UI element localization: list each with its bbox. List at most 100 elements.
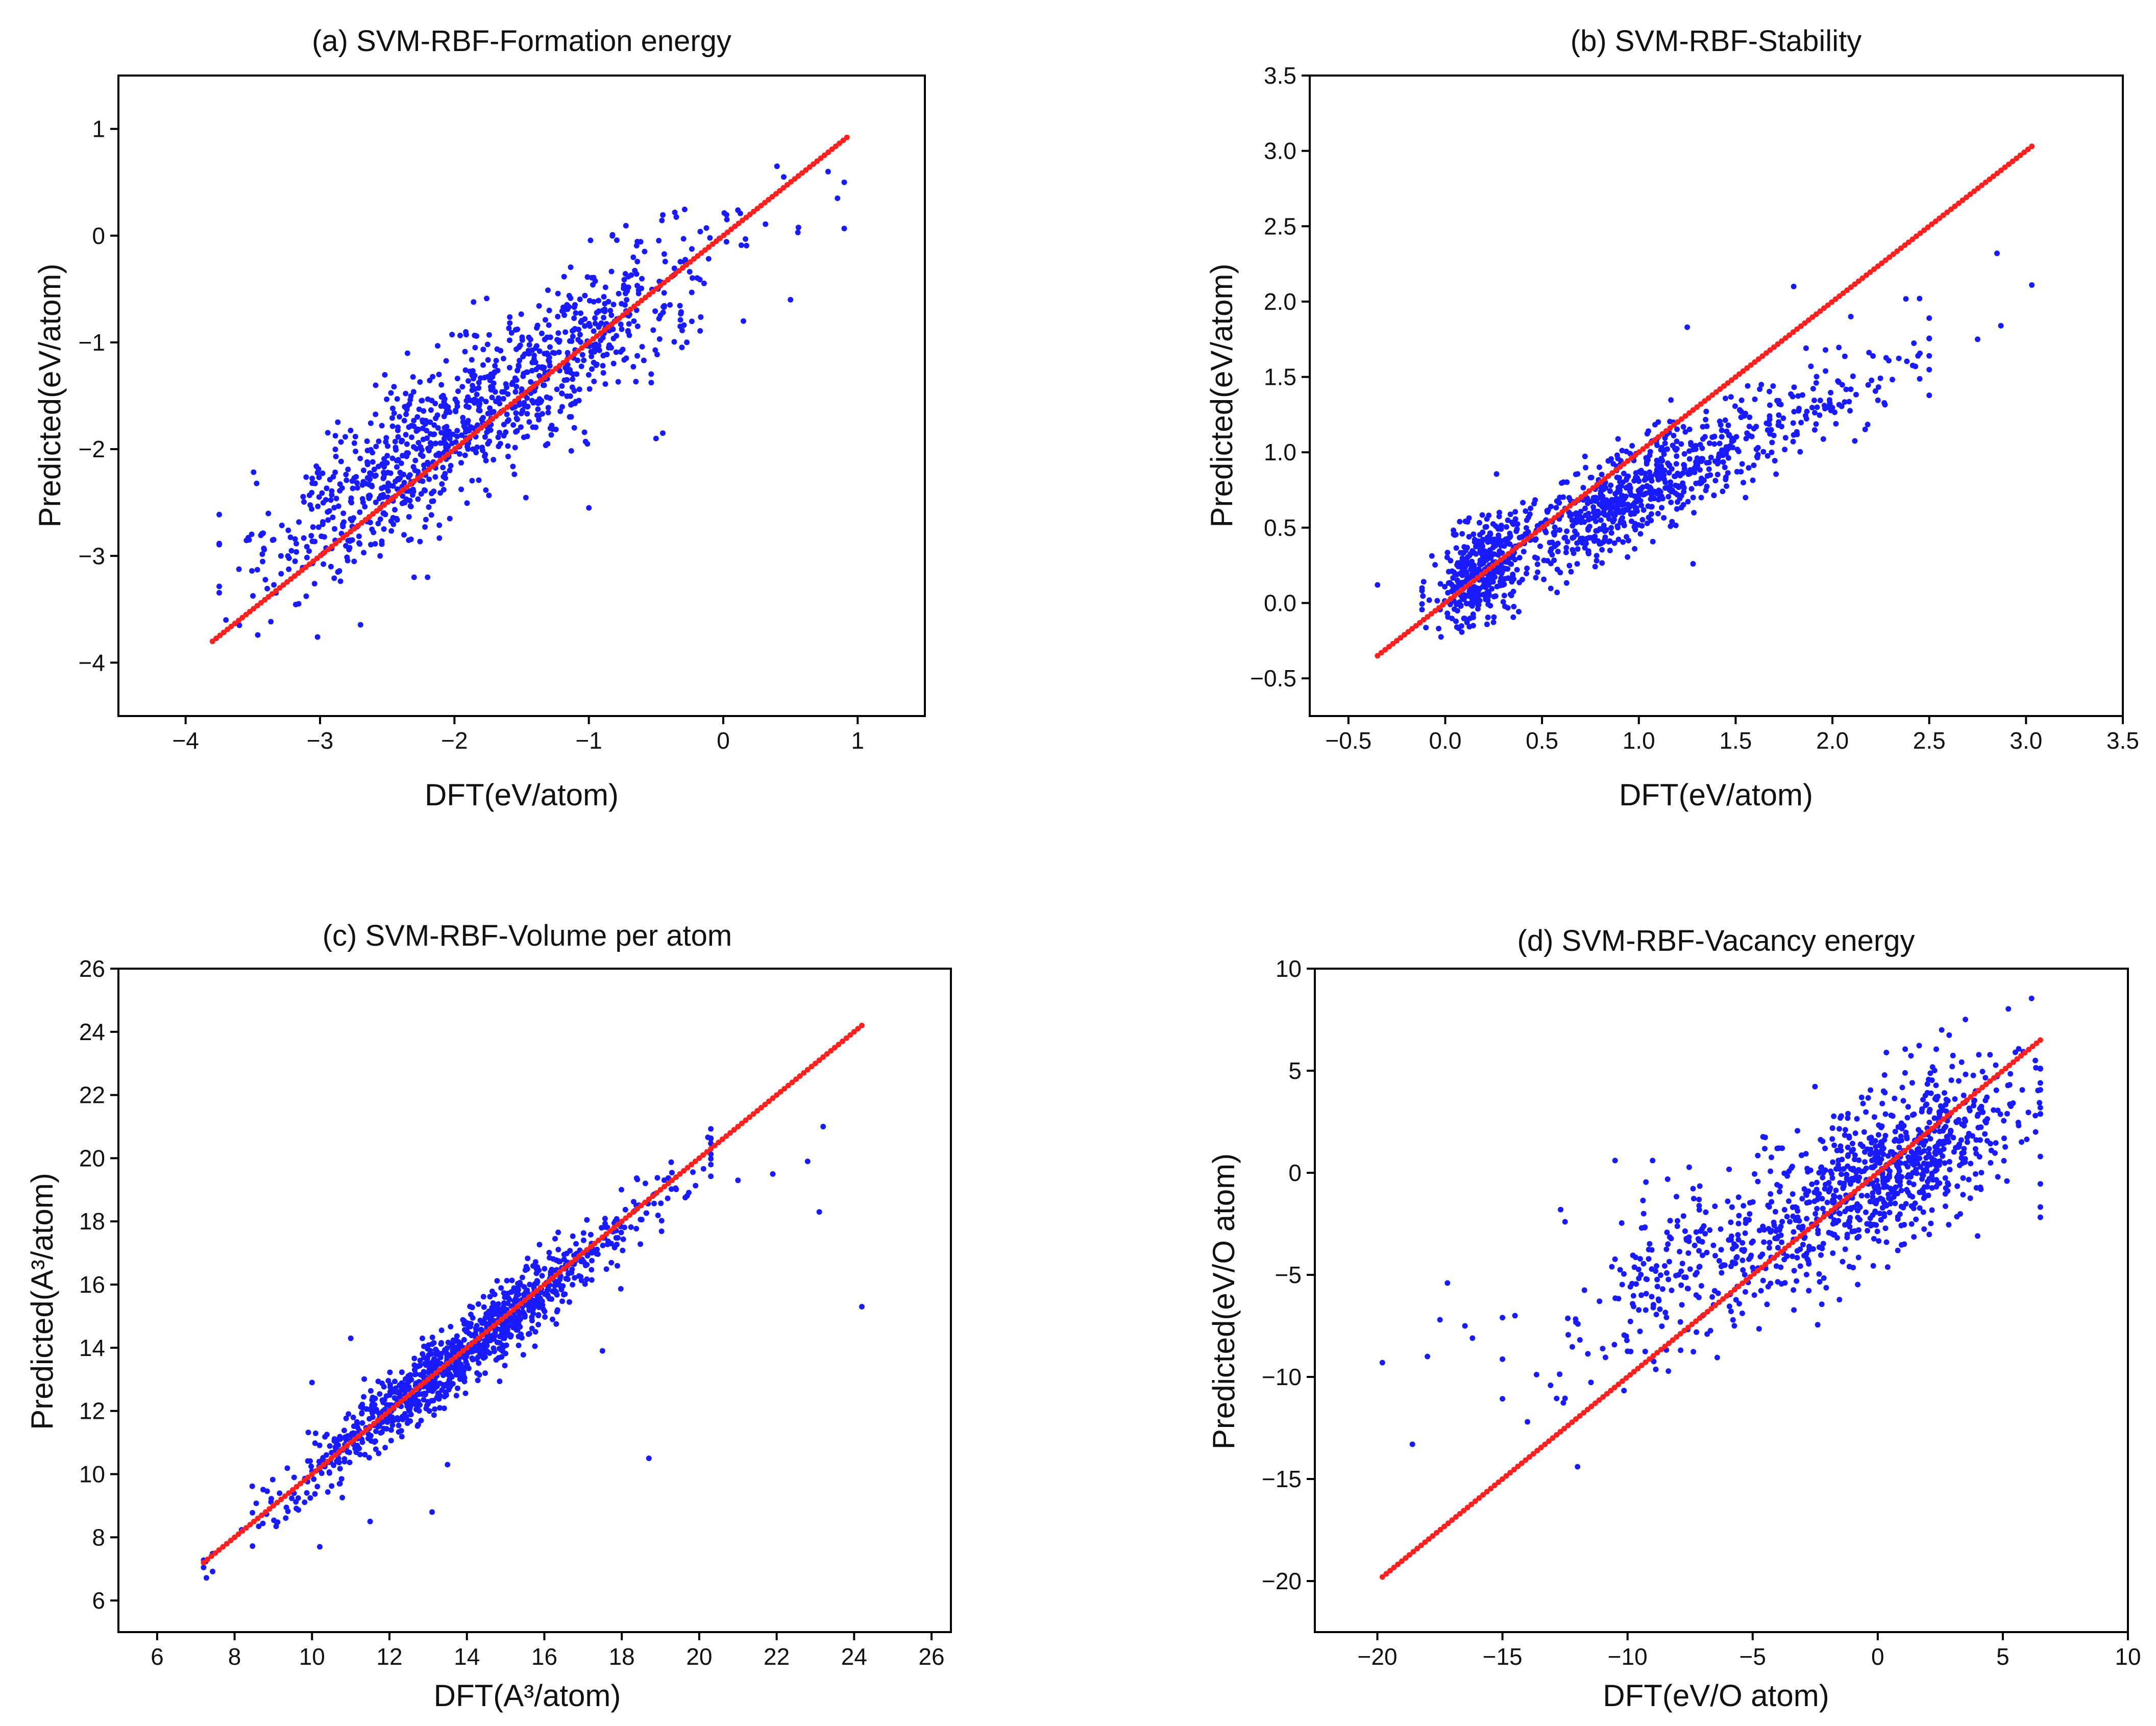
panel-a-data-point (457, 332, 463, 338)
panel-a-data-point (348, 428, 354, 433)
panel-b-ideal-point (1829, 299, 1835, 305)
panel-b-data-point (1692, 445, 1698, 451)
panel-b-data-point (1659, 474, 1665, 480)
panel-a-data-point (680, 236, 687, 242)
panel-c-ideal-point (704, 1149, 710, 1155)
panel-d-data-point (1663, 1314, 1670, 1320)
panel-c-data-point (396, 1422, 402, 1428)
panel-a-data-point (635, 287, 642, 293)
panel-a-data-point (484, 295, 489, 302)
panel-a-data-point (492, 389, 498, 395)
panel-a-data-point (483, 399, 489, 405)
panel-c-data-point (804, 1158, 811, 1165)
panel-a-data-point (415, 440, 422, 446)
panel-a-data-point (484, 429, 490, 435)
panel-d-data-point (1752, 1171, 1757, 1177)
panel-a-data-point (443, 402, 449, 408)
panel-b-data-point (1674, 506, 1680, 512)
panel-c-ideal-point (828, 1048, 834, 1054)
panel-d-data-point (1942, 1175, 1948, 1181)
panel-c-data-point (417, 1358, 423, 1364)
panel-d-data-point (1735, 1232, 1741, 1238)
panel-a-data-point (579, 317, 585, 324)
panel-b-data-point (1703, 487, 1709, 494)
panel-b-data-point (1719, 447, 1725, 453)
panel-d-data-point (1873, 1186, 1879, 1192)
panel-c-ideal-point (282, 1493, 288, 1499)
panel-b-data-point (1720, 488, 1726, 495)
panel-c-ideal-point (580, 1250, 586, 1256)
panel-b-data-point (1489, 586, 1495, 592)
panel-c-data-point (532, 1343, 538, 1349)
panel-a-data-point (641, 357, 647, 363)
panel-c-ideal-point (801, 1070, 807, 1076)
panel-b-ideal-point (1940, 212, 1946, 218)
panel-a-data-point (307, 502, 313, 508)
panel-b-data-point (1484, 534, 1490, 540)
panel-d-data-point (1976, 1154, 1982, 1160)
panel-c-y-tick-label: 10 (79, 1461, 105, 1487)
panel-b-data-point (1472, 539, 1478, 545)
panel-d-data-point (1712, 1203, 1718, 1210)
panel-b-data-point (1555, 549, 1561, 555)
panel-a-data-point (527, 336, 533, 342)
panel-d-title: (d) SVM-RBF-Vacancy energy (1517, 924, 1915, 957)
panel-a-data-point (545, 405, 551, 411)
panel-b-ideal-point (1779, 338, 1785, 344)
panel-b-data-point (1598, 517, 1604, 523)
panel-a-data-point (440, 464, 446, 471)
panel-a-data-point (382, 511, 388, 517)
panel-d-data-point (1927, 1070, 1933, 1076)
panel-a-data-point (391, 384, 397, 390)
panel-a-data-point (408, 536, 414, 543)
panel-c-data-point (816, 1209, 822, 1215)
panel-c-ideal-point (232, 1534, 238, 1540)
panel-b-data-point (1766, 421, 1772, 427)
panel-c-data-point (546, 1249, 552, 1255)
panel-b-data-point (1509, 554, 1515, 560)
panel-b-ideal-point (1452, 593, 1458, 599)
panel-b-ideal-point (1659, 431, 1665, 437)
panel-a-data-point (581, 357, 587, 363)
panel-d-data-point (1665, 1276, 1672, 1283)
panel-a-data-point (577, 297, 583, 302)
panel-d-data-point (1820, 1174, 1826, 1180)
panel-a-data-point (372, 473, 378, 479)
panel-a-data-point (457, 451, 462, 457)
panel-b-data-point (1491, 570, 1497, 576)
panel-d-data-point (1794, 1254, 1800, 1261)
panel-c-data-point (504, 1327, 510, 1333)
panel-c-data-point (342, 1434, 348, 1440)
panel-d-data-point (1807, 1167, 1814, 1173)
panel-a-data-point (332, 433, 338, 439)
panel-c-data-point (444, 1355, 450, 1362)
panel-a-data-point (354, 485, 360, 491)
panel-a-data-point (497, 430, 502, 436)
panel-d-data-point (1696, 1248, 1702, 1254)
panel-a-data-point (741, 318, 746, 324)
panel-d-data-point (1898, 1137, 1904, 1143)
panel-a-data-point (472, 344, 478, 351)
panel-a-data-point (381, 526, 387, 532)
panel-a-data-point (677, 324, 683, 329)
panel-a-data-point (345, 466, 351, 473)
panel-b-data-point (1466, 534, 1472, 540)
panel-a-data-point (501, 389, 507, 395)
panel-c-ideal-point (456, 1351, 462, 1357)
panel-d-data-point (1824, 1199, 1830, 1205)
panel-b-data-point (1419, 587, 1425, 594)
panel-d-y-tick-label: 5 (1288, 1057, 1302, 1084)
panel-b-data-point (1917, 295, 1923, 302)
panel-b-data-point (1471, 531, 1477, 537)
panel-a-data-point (384, 460, 390, 466)
panel-b-data-point (1848, 313, 1854, 319)
panel-a-data-point (659, 217, 665, 224)
panel-d-data-point (1928, 1220, 1934, 1226)
panel-a-data-point (411, 423, 417, 429)
panel-a-data-point (639, 276, 645, 282)
panel-d-data-point (1977, 1105, 1983, 1112)
panel-b-data-point (1809, 405, 1815, 411)
panel-c-ideal-point (754, 1108, 761, 1114)
panel-c-ideal-point (452, 1354, 458, 1360)
panel-a-data-point (392, 507, 398, 513)
